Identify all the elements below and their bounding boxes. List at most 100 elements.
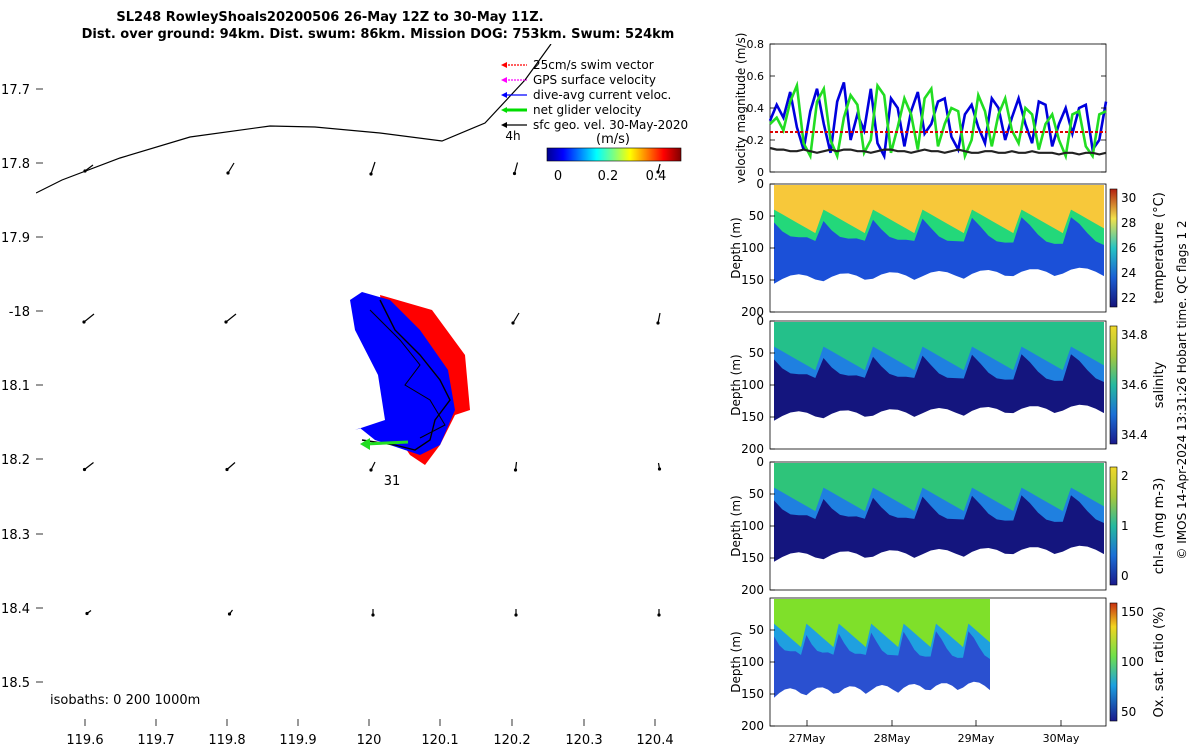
depth-ytick-label: 0 [756, 455, 764, 469]
colorbar-tick-1: 0.2 [598, 169, 619, 184]
track-day-label: 31 [384, 474, 401, 489]
depth-ytick-label: 50 [749, 487, 764, 501]
colorbar-tick-label: 26 [1121, 241, 1136, 255]
map-xtick-label: 119.9 [279, 733, 316, 748]
map-ytick-label: 18.1 [1, 379, 30, 394]
colorbar-title: (m/s) [596, 132, 630, 147]
velocity-arrow [226, 462, 236, 470]
depth-ytick-label: 50 [749, 623, 764, 637]
legend-arrowhead [501, 107, 507, 113]
depth-ytick-label: 100 [741, 241, 764, 255]
velocity-ytick-label: 0.8 [747, 38, 765, 51]
section-upper-layer [774, 599, 990, 648]
velocity-arrow-head [225, 467, 229, 472]
map-xtick-label: 120.1 [421, 733, 458, 748]
velocity-series-0 [768, 81, 1108, 161]
depth-ylabel: Depth (m) [729, 217, 743, 278]
credit-text: © IMOS 14-Apr-2024 13:31:26 Hobart time.… [1175, 220, 1189, 559]
velocity-arrow-head [369, 468, 373, 472]
velocity-series-1 [769, 80, 1107, 161]
colorbar-label: Ox. sat. ratio (%) [1152, 607, 1167, 718]
legend-label: dive-avg current veloc. [533, 88, 671, 102]
velocity-arrow [225, 313, 237, 323]
legend-label: net glider velocity [533, 103, 641, 117]
glider-vector-cluster [350, 292, 470, 465]
depth-ytick-label: 150 [741, 410, 764, 424]
map-xtick-label: 119.6 [66, 733, 103, 748]
depth-ytick-label: 50 [749, 209, 764, 223]
velocity-arrow [513, 162, 519, 174]
map-xtick-label: 120.3 [565, 733, 602, 748]
section-colorbar [1109, 602, 1118, 722]
map-ytick-label: 17.8 [1, 157, 30, 172]
colorbar-tick-label: 22 [1121, 291, 1136, 305]
time-axis: 27May 28May 29May 30May [789, 720, 1080, 745]
colorbar-tick-label: 2 [1121, 469, 1129, 483]
velocity-arrow-head [371, 613, 375, 617]
depth-ytick-label: 0 [756, 177, 764, 191]
map-ytick-label: 18.2 [1, 453, 30, 468]
colorbar-tick-label: 28 [1121, 216, 1136, 230]
section-upper-layer [774, 185, 1104, 234]
velocity-arrow-head [511, 321, 515, 325]
velocity-ytick-label: 0.2 [747, 134, 765, 147]
section-upper-layer [774, 322, 1104, 371]
depth-ytick-label: 100 [741, 378, 764, 392]
map-axes: 119.6 119.7 119.8 119.9 120 120.1 120.2 120.3 12… [1, 83, 674, 748]
map-ytick-label: 18.3 [1, 528, 30, 543]
velocity-arrow-head [226, 171, 230, 175]
legend-note: 4h [505, 129, 520, 143]
depth-ytick-label: 100 [741, 655, 764, 669]
colorbar-tick-label: 100 [1121, 655, 1144, 669]
legend-arrowhead [501, 122, 507, 128]
velocity-arrow-head [657, 613, 661, 617]
map-panel: 31 119.6 119.7 119.8 119.9 120 120.1 120.2 120.… [1, 44, 720, 748]
velocity-arrow-head [514, 613, 518, 617]
depth-ytick-label: 150 [741, 687, 764, 701]
map-ytick-label: -18 [9, 305, 30, 320]
depth-ytick-label: 200 [741, 583, 764, 597]
depth-ytick-label: 200 [741, 305, 764, 319]
depth-ytick-label: 50 [749, 346, 764, 360]
colorbar-tick-label: 1 [1121, 519, 1129, 533]
velocity-arrow-head [369, 172, 373, 176]
velocity-series-3 [769, 146, 1107, 156]
velocity-arrow [84, 462, 94, 470]
velocity-arrow-head [85, 611, 89, 616]
colorbar-tick-label: 50 [1121, 705, 1136, 719]
velocity-arrow [657, 312, 661, 324]
velocity-ytick-label: 0 [757, 166, 764, 179]
colorbar-tick-label: 34.4 [1121, 428, 1148, 442]
section-panel-0: 0 50 100 150 200 Depth (m) 30 28 26 24 22 temperatu… [729, 177, 1167, 319]
velocity-arrow [512, 312, 520, 324]
velocity-arrow [83, 313, 95, 323]
section-panel-1: 0 50 100 150 200 Depth (m) 34.8 34.6 34.4 salinit… [729, 314, 1167, 456]
section-panel-2: 0 50 100 150 200 Depth (m) 2 1 0 chl-a (mg m-3) [729, 455, 1167, 597]
velocity-ytick-label: 0.4 [747, 102, 765, 115]
colorbar-tick-0: 0 [554, 169, 562, 184]
depth-ytick-label: 200 [741, 719, 764, 733]
velocity-arrow-head [656, 321, 660, 325]
depth-ytick-label: 100 [741, 519, 764, 533]
map-ytick-label: 18.5 [1, 676, 30, 691]
map-ytick-label: 17.9 [1, 231, 30, 246]
map-xtick-label: 119.7 [137, 733, 174, 748]
section-colorbar [1109, 466, 1118, 586]
date-tick-label: 29May [958, 732, 995, 745]
colorbar-tick-2: 0.4 [646, 169, 667, 184]
velocity-arrow [84, 164, 94, 172]
date-tick-label: 27May [789, 732, 826, 745]
velocity-arrow-head [82, 467, 87, 472]
legend-arrowhead [501, 62, 507, 68]
colorbar-label: chl-a (mg m-3) [1152, 478, 1167, 575]
colorbar-tick-label: 150 [1121, 605, 1144, 619]
velocity-arrow-head [224, 320, 228, 324]
depth-ylabel: Depth (m) [729, 495, 743, 556]
depth-ytick-label: 0 [756, 314, 764, 328]
section-colorbar [1109, 325, 1118, 445]
legend-label: GPS surface velocity [533, 73, 656, 87]
colorbar-label: salinity [1152, 361, 1167, 408]
velocity-arrow-head [657, 467, 662, 471]
